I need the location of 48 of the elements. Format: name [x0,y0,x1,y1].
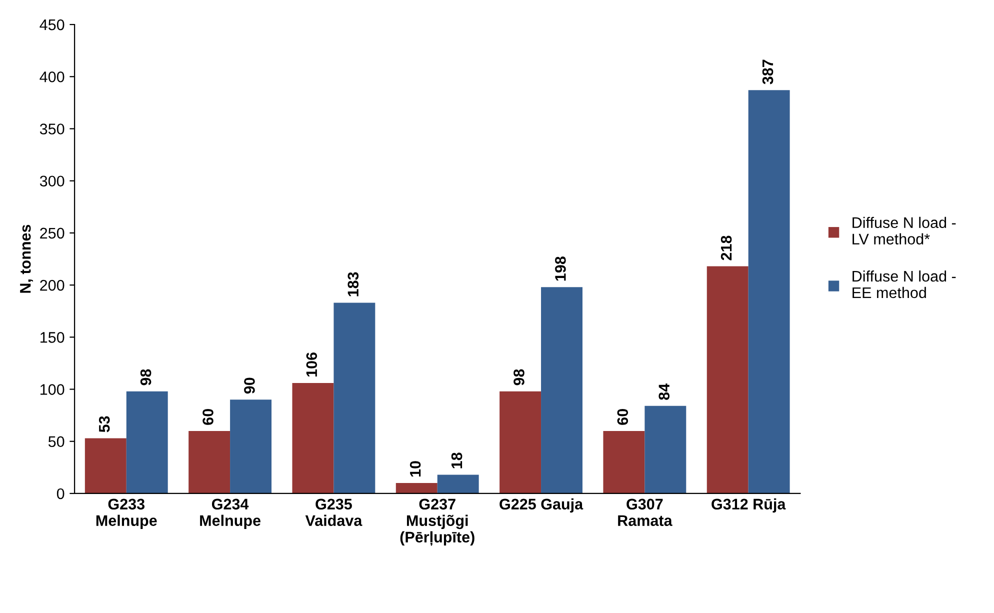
bar [748,90,790,494]
data-label: 98 [140,369,152,386]
bar [644,406,686,494]
bar [334,302,376,494]
bar [396,483,438,494]
data-label: 10 [410,461,421,477]
y-tick-label: 0 [56,488,64,500]
data-label: 60 [617,409,628,425]
x-tick-label: G307 Ramata [618,498,672,526]
bar [437,474,479,494]
x-tick-label: G225 Gauja [500,498,584,513]
y-tick-label: 150 [40,332,64,343]
x-tick-label: G312 Rūja [712,498,786,513]
y-tick-label: 400 [40,71,64,82]
bar [541,287,582,494]
x-tick-label: G233 Melnupe [96,498,157,530]
bar [126,391,168,494]
bar [292,383,334,494]
y-tick-label: 200 [40,280,64,291]
data-label: 90 [244,378,255,394]
data-label: 106 [306,352,318,376]
x-tick-label: G235 Vaidava [305,498,362,526]
y-axis-title: N, tonnes [20,224,33,293]
y-tick-label: 50 [48,436,64,448]
data-label: 98 [514,369,524,386]
x-tick-label: G237 Mustjõgi (Pērļupīte) [400,498,474,546]
data-label: 387 [762,60,774,84]
y-tick-label: 300 [40,176,64,187]
y-tick-label: 100 [40,384,64,395]
data-label: 84 [658,383,670,400]
legend-label: Diffuse N load - EE method [852,270,956,298]
bar [188,430,230,494]
data-label: 183 [348,272,359,296]
bar [84,438,126,494]
data-label: 60 [202,409,214,425]
data-label: 218 [720,236,732,260]
bar [500,391,542,494]
y-tick-label: 450 [40,19,64,30]
data-label: 198 [555,256,566,281]
y-tick-label: 350 [40,124,64,134]
data-label: 18 [451,452,462,468]
bar [603,430,645,494]
bar [230,400,272,494]
y-tick-label: 250 [40,228,64,239]
legend-label: Diffuse N load - LV method* [852,216,956,245]
data-label: 53 [98,416,110,432]
bar [706,266,748,494]
x-tick-label: G234 Melnupe [200,498,260,530]
